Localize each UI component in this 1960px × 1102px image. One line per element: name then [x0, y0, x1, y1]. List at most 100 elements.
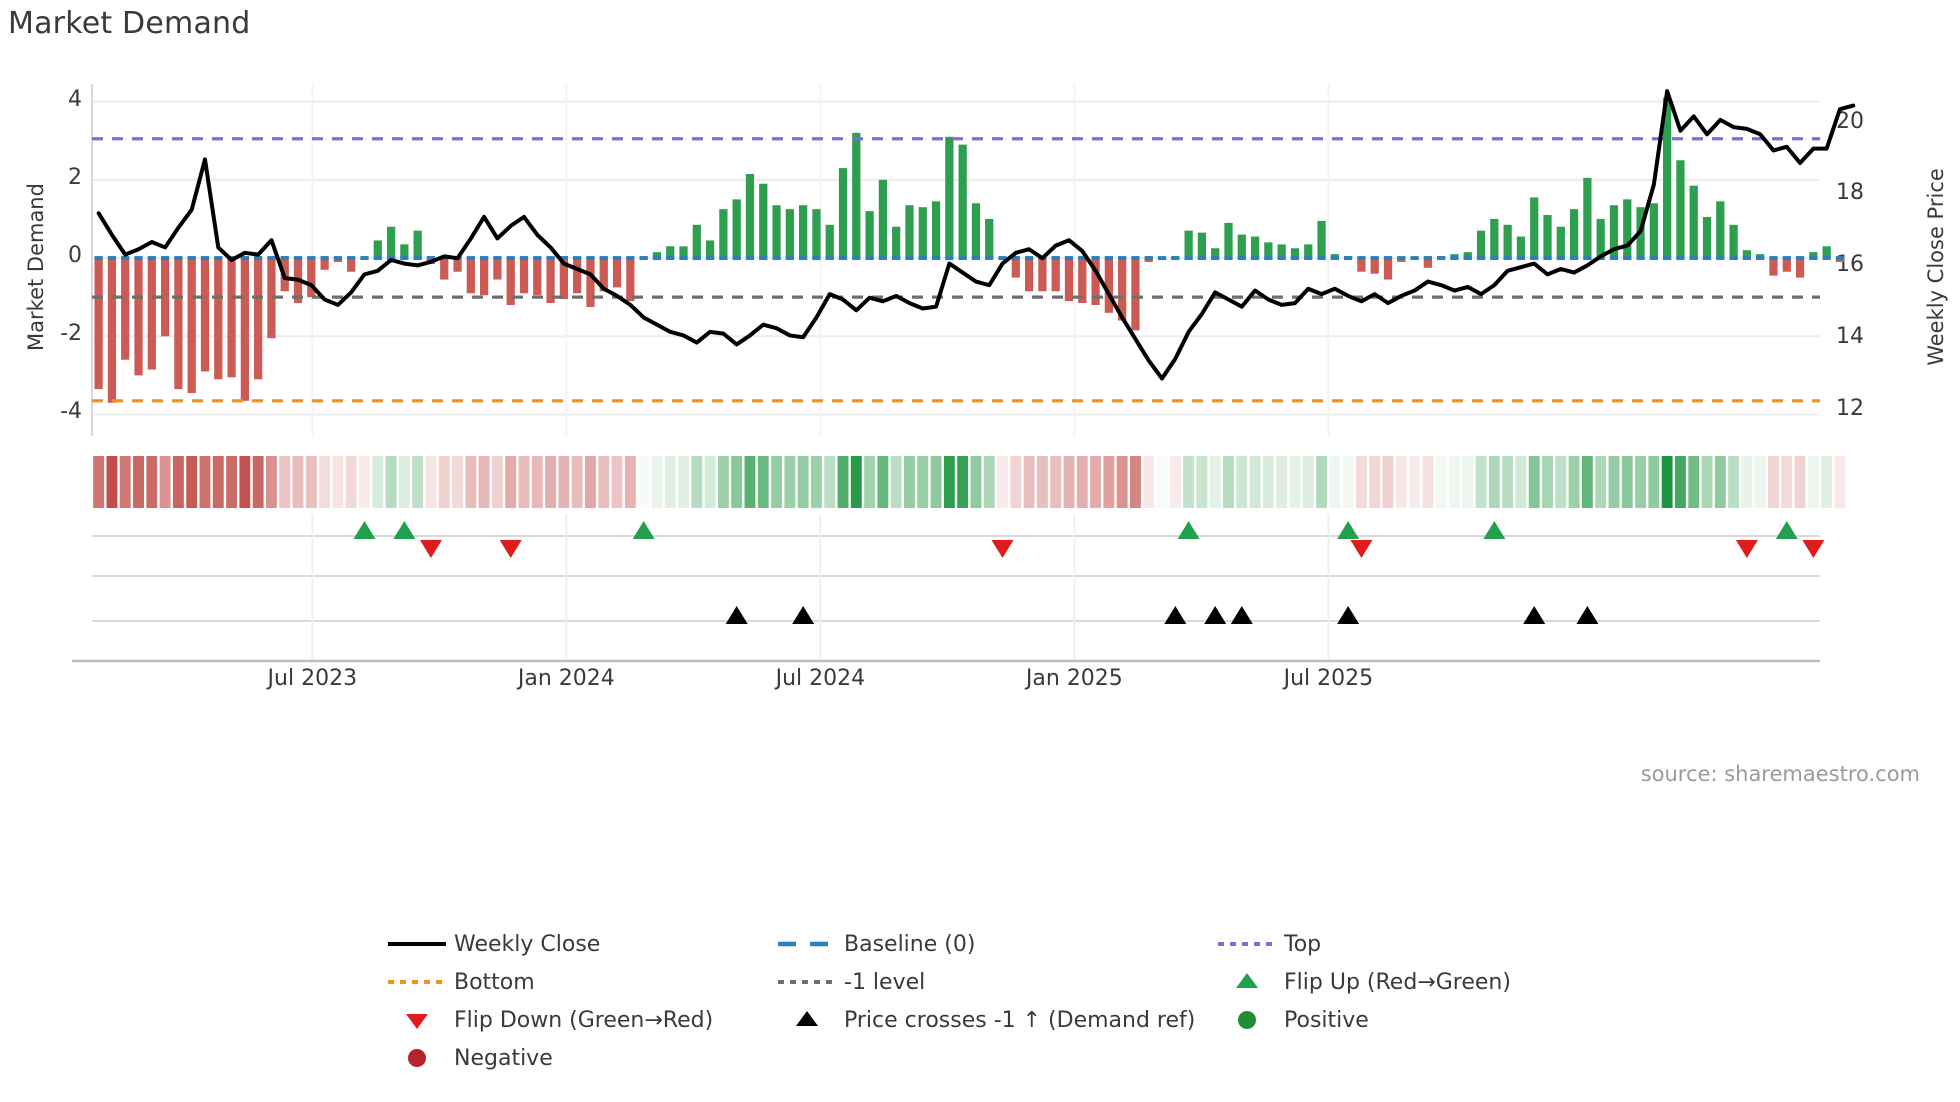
flip-up-marker — [1337, 520, 1360, 540]
legend-item[interactable]: -1 level — [770, 968, 1210, 996]
heatmap-cell — [1329, 456, 1341, 508]
dotted-line-icon — [778, 980, 836, 984]
triangle-up-icon — [796, 1011, 818, 1026]
heatmap-cell — [93, 456, 105, 508]
legend-label: Positive — [1284, 1007, 1369, 1033]
demand-bar — [905, 205, 914, 259]
heatmap-cell — [518, 456, 530, 508]
flip-down-marker — [419, 539, 442, 559]
demand-bar — [785, 209, 794, 259]
heatmap-cell — [970, 456, 982, 508]
x-tick: Jan 2025 — [1025, 666, 1123, 691]
legend-label: Baseline (0) — [844, 931, 976, 957]
demand-bar — [519, 258, 529, 294]
heatmap-cell — [1701, 456, 1713, 508]
heatmap-cell — [1648, 456, 1660, 508]
x-tick: Jul 2025 — [1283, 666, 1374, 691]
flip-up-marker — [1177, 520, 1200, 540]
heatmap-cell — [465, 456, 477, 508]
heatmap-cell — [850, 456, 862, 508]
y-tick-left: -2 — [60, 321, 82, 347]
legend-item[interactable]: Price crosses -1 ↑ (Demand ref) — [770, 1006, 1210, 1034]
demand-bar — [1237, 234, 1246, 259]
demand-bar — [386, 226, 396, 259]
legend-key — [1210, 930, 1284, 958]
heatmap-cell — [1156, 456, 1168, 508]
heatmap-cell — [598, 456, 610, 508]
price-polyline — [96, 89, 1856, 381]
price-cross-up-marker — [1164, 605, 1187, 625]
demand-bar — [1609, 205, 1619, 259]
heatmap-cell — [731, 456, 743, 508]
demand-bar — [267, 258, 276, 339]
demand-bar — [187, 258, 196, 393]
demand-bar — [878, 179, 888, 259]
heatmap-cell — [545, 456, 557, 508]
heatmap-cell — [412, 456, 424, 508]
heatmap-cell — [757, 456, 769, 508]
legend-row: Negative — [380, 1039, 1680, 1077]
demand-bar — [147, 258, 156, 370]
heatmap-cell — [159, 456, 171, 508]
heatmap-cell — [864, 456, 876, 508]
heatmap-cell — [1382, 456, 1394, 508]
demand-bar — [1809, 252, 1818, 259]
heatmap-cell — [133, 456, 144, 508]
heatmap-cell — [1316, 456, 1327, 508]
demand-bar — [812, 209, 821, 259]
demand-bar — [705, 240, 715, 259]
demand-bar — [1264, 242, 1273, 259]
heatmap-cell — [531, 456, 543, 508]
heatmap-cell — [1608, 456, 1620, 508]
demand-bar — [1795, 258, 1805, 278]
legend-item[interactable]: Top — [1210, 930, 1590, 958]
heatmap-cell — [385, 456, 397, 508]
flip-up-marker — [393, 520, 416, 540]
heatmap-cell — [877, 456, 889, 508]
legend-label: Price crosses -1 ↑ (Demand ref) — [844, 1007, 1196, 1033]
legend-item[interactable]: Weekly Close — [380, 930, 770, 958]
demand-bar — [1131, 258, 1140, 331]
demand-bar — [1676, 160, 1685, 259]
price-cross-up-marker — [1337, 605, 1360, 625]
heatmap-cell — [1728, 456, 1740, 508]
demand-bar — [612, 258, 622, 288]
heatmap-cell — [1555, 456, 1567, 508]
legend-item[interactable]: Flip Down (Green→Red) — [380, 1006, 770, 1034]
legend-item[interactable]: Baseline (0) — [770, 930, 1210, 958]
heatmap-cell — [744, 456, 756, 508]
legend-item[interactable]: Positive — [1210, 1006, 1590, 1034]
heatmap-cell — [1116, 456, 1128, 508]
heatmap-cell — [372, 456, 384, 508]
legend-item[interactable]: Flip Up (Red→Green) — [1210, 968, 1590, 996]
demand-bar — [573, 258, 582, 294]
demand-bar — [825, 224, 834, 259]
flip-up-marker — [1483, 520, 1506, 540]
heatmap-cell — [1409, 456, 1421, 508]
heatmap-cell — [292, 456, 304, 508]
heatmap-cell — [252, 456, 264, 508]
legend-item[interactable]: Negative — [380, 1044, 770, 1072]
heatmap-cell — [957, 456, 969, 508]
demand-bar — [214, 258, 223, 380]
demand-bar — [546, 258, 555, 304]
demand-bar — [1064, 258, 1074, 302]
heatmap-cell — [186, 456, 198, 508]
heatmap-cell — [212, 456, 224, 508]
heatmap-cell — [199, 456, 211, 508]
legend-key — [1210, 968, 1284, 996]
heatmap-cell — [997, 456, 1008, 508]
x-tick: Jul 2024 — [775, 666, 866, 691]
demand-bar — [679, 246, 688, 259]
demand-bar — [652, 252, 662, 259]
heatmap-cell — [784, 456, 796, 508]
demand-bar — [732, 199, 741, 259]
demand-bar — [799, 205, 808, 259]
demand-bar — [586, 258, 595, 307]
y-axis-right-label: Weekly Close Price — [1924, 168, 1948, 366]
legend-item[interactable]: Bottom — [380, 968, 770, 996]
heatmap-cell — [172, 456, 184, 508]
circle-icon — [1238, 1011, 1256, 1029]
flip-down-marker — [1735, 539, 1758, 559]
price-cross-up-marker — [1230, 605, 1253, 625]
